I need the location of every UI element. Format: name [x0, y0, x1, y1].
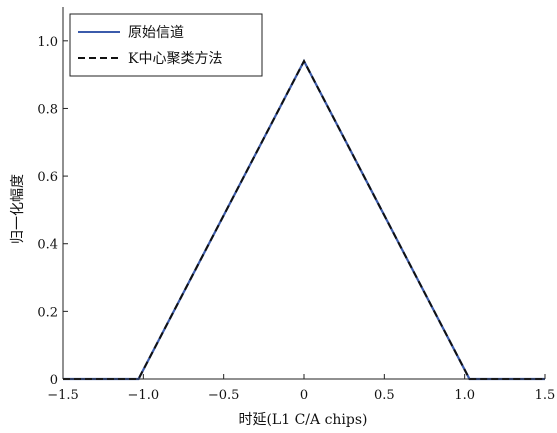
- x-tick-label: 0.5: [374, 388, 395, 403]
- x-tick-label: 1.0: [454, 388, 475, 403]
- y-tick-label: 0.8: [37, 102, 58, 117]
- x-tick-label: −1.0: [128, 388, 160, 403]
- legend-label-2: K中心聚类方法: [128, 51, 222, 67]
- x-tick-label: −1.5: [47, 388, 79, 403]
- x-axis-label: 时延(L1 C/A chips): [238, 412, 367, 428]
- y-tick-label: 0: [50, 373, 58, 388]
- y-tick-label: 1.0: [37, 35, 58, 50]
- y-tick-label: 0.2: [37, 305, 58, 320]
- y-tick-label: 0.4: [37, 238, 58, 253]
- legend: 原始信道 K中心聚类方法: [69, 13, 263, 77]
- x-tick-label: −0.5: [208, 388, 240, 403]
- ticks-layer: −1.5 −1.0 −0.5 0 0.5 1.0 1.5 0 0.2 0.4 0.6 0.8 1.0: [37, 35, 555, 403]
- x-tick-label: 1.5: [535, 388, 556, 403]
- x-tick-label: 0: [300, 388, 308, 403]
- y-tick-label: 0.6: [37, 170, 58, 185]
- legend-label-1: 原始信道: [128, 25, 184, 41]
- y-axis-label: 归一化幅度: [9, 174, 26, 244]
- legend-box: [69, 13, 263, 77]
